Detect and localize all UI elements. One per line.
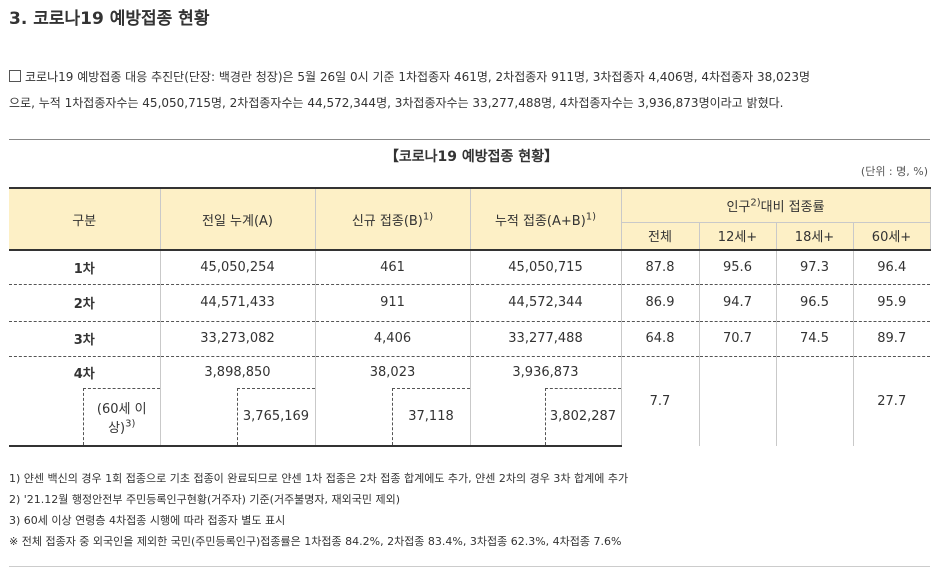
cell-total: 86.9	[620, 284, 699, 322]
intro-paragraph: 코로나19 예방접종 대응 추진단(단장: 백경란 청장)은 5월 26일 0시…	[9, 64, 934, 116]
header-rate-group: 인구2)대비 접종률	[620, 187, 931, 223]
header-rate-footnote: 2)	[750, 197, 761, 209]
header-new-footnote: 1)	[422, 211, 434, 223]
sub-label-line2-wrap: 상)3)	[108, 417, 136, 436]
cell-cum: 45,050,715	[469, 250, 621, 286]
cell-age60: 27.7	[852, 356, 930, 446]
cell-age12	[698, 356, 776, 446]
sub-new-cell: 37,118	[314, 387, 470, 447]
intro-line-1: 코로나19 예방접종 대응 추진단(단장: 백경란 청장)은 5월 26일 0시…	[25, 70, 810, 84]
header-prev-total: 전일 누계(A)	[159, 187, 316, 251]
header-rate-post: 대비 접종률	[760, 199, 825, 215]
cell-age12: 95.6	[698, 250, 776, 286]
cell-new: 461	[314, 250, 470, 286]
cell-cum: 44,572,344	[469, 284, 621, 322]
intro-line-2: 으로, 누적 1차접종자수는 45,050,715명, 2차접종자수는 44,5…	[9, 96, 784, 110]
sub-label-footnote: 3)	[125, 418, 136, 430]
divider-bottom	[9, 566, 930, 567]
sub-label-box: (60세 이 상)3)	[83, 387, 160, 445]
cell-total: 87.8	[620, 250, 699, 286]
table-row-sub: (60세 이 상)3) 3,765,169 37,118 3,802,287	[9, 387, 930, 447]
footnote-4: ※ 전체 접종자 중 외국인을 제외한 국민(주민등록인구)접종률은 1차접종 …	[9, 535, 622, 548]
table-row: 3차 33,273,082 4,406 33,277,488 64.8 70.7…	[9, 321, 930, 358]
footnote-2: 2) '21.12월 행정안전부 주민등록인구현황(거주자) 기준(거주불명자,…	[9, 493, 401, 506]
square-bullet-icon	[9, 70, 21, 82]
table-unit: (단위 : 명, %)	[860, 165, 928, 178]
cell-total: 7.7	[620, 356, 699, 446]
cell-age18: 97.3	[775, 250, 853, 286]
cell-prev: 33,273,082	[159, 321, 315, 358]
header-cumulative: 누적 접종(A+B)1)	[469, 187, 622, 251]
row-label: 3차	[9, 321, 160, 358]
cell-new: 911	[314, 284, 470, 322]
row-label: 4차	[73, 366, 95, 382]
cell-age18: 96.5	[775, 284, 853, 322]
table-title: 【코로나19 예방접종 현황】	[384, 149, 559, 165]
header-age60: 60세+	[852, 221, 931, 251]
sub-cum: 3,802,287	[544, 387, 621, 445]
sub-label-cell: (60세 이 상)3)	[9, 387, 160, 447]
footnotes: 1) 얀센 백신의 경우 1회 접종으로 기초 접종이 완료되므로 얀센 1차 …	[9, 468, 628, 552]
footnote-3: 3) 60세 이상 연령층 4차접종 시행에 따라 접종자 별도 표시	[9, 514, 286, 527]
cell-age18: 74.5	[775, 321, 853, 358]
cell-age12: 70.7	[698, 321, 776, 358]
cell-total: 64.8	[620, 321, 699, 358]
cell-age60: 89.7	[852, 321, 930, 358]
cell-age18	[775, 356, 853, 446]
cell-cum: 33,277,488	[469, 321, 621, 358]
table-row: 4차 3,898,850 38,023 3,936,873 7.7 27.7	[9, 356, 930, 446]
sub-prev-cell: 3,765,169	[159, 387, 315, 447]
section-heading: 3. 코로나19 예방접종 현황	[9, 9, 210, 29]
header-new: 신규 접종(B)1)	[314, 187, 471, 251]
cell-age60: 96.4	[852, 250, 930, 286]
cell-age12: 94.7	[698, 284, 776, 322]
footnote-1: 1) 얀센 백신의 경우 1회 접종으로 기초 접종이 완료되므로 얀센 1차 …	[9, 472, 629, 485]
cell-new: 4,406	[314, 321, 470, 358]
cell-cum: 3,936,873	[469, 356, 621, 388]
cell-prev: 45,050,254	[159, 250, 315, 286]
sub-prev: 3,765,169	[236, 387, 315, 445]
cell-prev: 3,898,850	[159, 356, 315, 388]
header-new-label: 신규 접종(B)	[351, 213, 423, 229]
divider-top	[9, 139, 930, 140]
sub-label-line1: (60세 이	[96, 401, 147, 417]
cell-prev: 44,571,433	[159, 284, 315, 322]
header-age18: 18세+	[775, 221, 854, 251]
sub-label-line2: 상)	[108, 420, 126, 436]
cell-new: 38,023	[314, 356, 470, 388]
cell-age60: 95.9	[852, 284, 930, 322]
header-cum-label: 누적 접종(A+B)	[494, 213, 586, 229]
vaccination-table: 구분 전일 누계(A) 신규 접종(B)1) 누적 접종(A+B)1) 인구2)…	[9, 187, 931, 447]
header-category: 구분	[9, 187, 161, 251]
header-total: 전체	[621, 221, 700, 251]
sub-new: 37,118	[391, 387, 470, 445]
table-row: 1차 45,050,254 461 45,050,715 87.8 95.6 9…	[9, 250, 930, 286]
header-age12: 12세+	[698, 221, 777, 251]
header-rate-pre: 인구	[726, 199, 751, 215]
sub-cum-cell: 3,802,287	[469, 387, 621, 447]
header-cum-footnote: 1)	[585, 211, 597, 223]
table-row: 2차 44,571,433 911 44,572,344 86.9 94.7 9…	[9, 284, 930, 322]
row-label: 2차	[9, 284, 160, 322]
row-label: 1차	[9, 250, 160, 286]
